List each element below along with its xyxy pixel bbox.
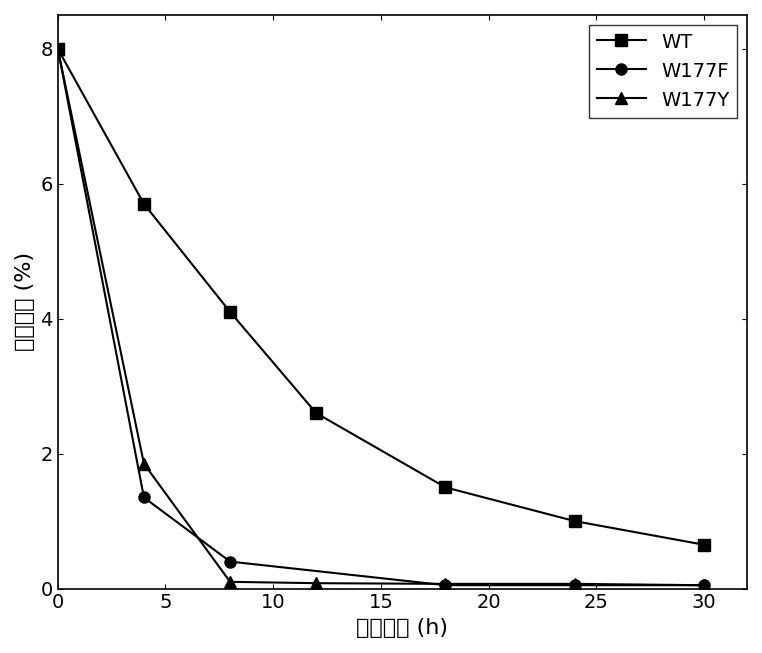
WT bbox=[700, 541, 709, 549]
W177F bbox=[139, 494, 149, 502]
W177Y bbox=[700, 581, 709, 589]
W177Y bbox=[139, 460, 149, 468]
W177F bbox=[700, 581, 709, 589]
WT bbox=[226, 308, 235, 316]
Legend: WT, W177F, W177Y: WT, W177F, W177Y bbox=[589, 25, 738, 118]
WT bbox=[312, 409, 321, 417]
Y-axis label: 三糖含量 (%): 三糖含量 (%) bbox=[15, 252, 35, 351]
W177Y bbox=[312, 579, 321, 587]
W177Y bbox=[441, 580, 450, 588]
WT bbox=[139, 200, 149, 208]
Line: W177F: W177F bbox=[53, 43, 709, 591]
W177F bbox=[570, 581, 579, 589]
W177Y bbox=[226, 578, 235, 586]
Line: W177Y: W177Y bbox=[53, 43, 709, 591]
Line: WT: WT bbox=[53, 43, 709, 550]
W177F bbox=[441, 581, 450, 589]
WT bbox=[570, 517, 579, 525]
X-axis label: 反应时间 (h): 反应时间 (h) bbox=[357, 618, 448, 638]
WT bbox=[441, 483, 450, 491]
WT bbox=[53, 45, 62, 53]
W177F bbox=[226, 558, 235, 565]
W177Y bbox=[570, 580, 579, 588]
W177F bbox=[53, 45, 62, 53]
W177Y bbox=[53, 45, 62, 53]
